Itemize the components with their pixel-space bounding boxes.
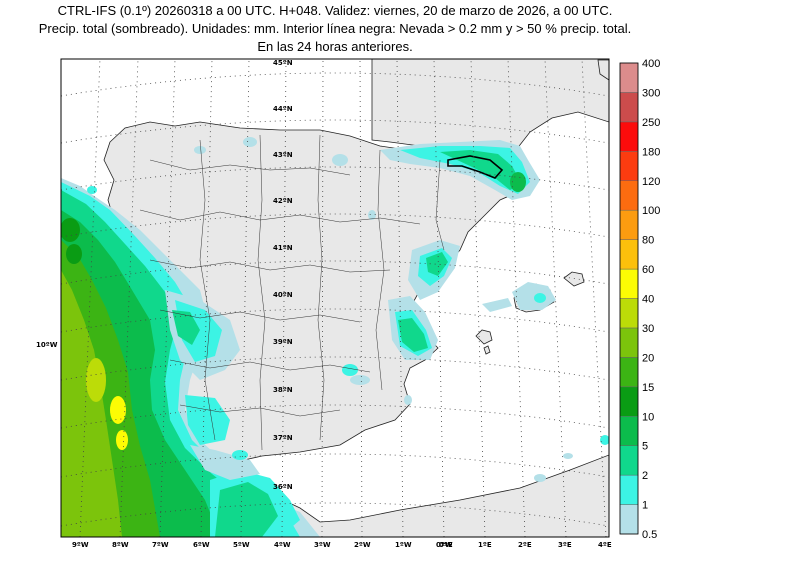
- lon-label: 9ºW: [72, 541, 89, 549]
- colorbar-segment: [619, 327, 639, 358]
- lon-label: 1ºW: [395, 541, 412, 549]
- colorbar-label: 300: [642, 87, 660, 99]
- colorbar-label: 30: [642, 323, 654, 335]
- colorbar-label: 20: [642, 352, 654, 364]
- colorbar-label: 40: [642, 294, 654, 306]
- colorbar-segment: [619, 298, 639, 329]
- colorbar-segment: [619, 239, 639, 270]
- lat-label: 38ºN: [273, 386, 293, 394]
- colorbar-label: 0.5: [642, 529, 657, 541]
- lat-label: 36ºN: [273, 483, 293, 491]
- lat-label: 42ºN: [273, 197, 293, 205]
- colorbar-label: 400: [642, 58, 660, 70]
- lat-label: 45ºN: [273, 59, 293, 67]
- colorbar-label: 100: [642, 205, 660, 217]
- lon-label: 7ºW: [152, 541, 169, 549]
- lat-label: 44ºN: [273, 105, 293, 113]
- colorbar-label: 2: [642, 470, 648, 482]
- lon-label: 6ºW: [193, 541, 210, 549]
- colorbar-segment: [619, 416, 639, 446]
- colorbar-segment: [619, 121, 639, 152]
- title-line-3: En las 24 horas anteriores.: [257, 39, 413, 54]
- lon-label: 1ºE: [478, 541, 492, 549]
- colorbar-segment: [619, 268, 639, 299]
- colorbar-label: 180: [642, 146, 660, 158]
- colorbar-segment: [619, 474, 639, 505]
- lon-label: 0ºW: [436, 541, 453, 549]
- longitude-labels: 9ºW 8ºW 7ºW 6ºW 5ºW 4ºW 3ºW 2ºW 1ºW 0ºW …: [72, 541, 612, 549]
- lon-label: 8ºW: [112, 541, 129, 549]
- colorbar-segment: [619, 386, 639, 417]
- colorbar-segment: [619, 209, 639, 240]
- colorbar-segment: [619, 357, 639, 388]
- lon-label: 2ºW: [354, 541, 371, 549]
- lat-label: 40ºN: [273, 291, 293, 299]
- lat-label: 37ºN: [273, 434, 293, 442]
- precip-shading: [61, 137, 609, 537]
- lon-label: 5ºW: [233, 541, 250, 549]
- lon-label: 4ºW: [274, 541, 291, 549]
- lon-label: 4ºE: [598, 541, 612, 549]
- lon-label: 2ºE: [518, 541, 532, 549]
- graticule: [61, 59, 609, 537]
- colorbar-segment: [619, 445, 639, 476]
- map-frame: [60, 58, 610, 538]
- colorbar-segment: [619, 151, 639, 181]
- colorbar-segment: [619, 92, 639, 123]
- lat-label: 41ºN: [273, 244, 293, 252]
- colorbar-label: 15: [642, 382, 654, 394]
- colorbar-segment: [619, 62, 639, 93]
- title-line-1: CTRL-IFS (0.1º) 20260318 a 00 UTC. H+048…: [57, 3, 613, 18]
- lon-label: 0ºE: [439, 541, 453, 549]
- colorbar-frame: [619, 62, 639, 535]
- colorbar-label: 10: [642, 411, 654, 423]
- lat-label: 43ºN: [273, 151, 293, 159]
- colorbar-label: 250: [642, 117, 660, 129]
- province-borders: [139, 134, 445, 451]
- colorbar-label: 80: [642, 235, 654, 247]
- side-lon-label: 10ºW: [36, 341, 58, 349]
- colorbar-label: 120: [642, 176, 660, 188]
- snow-outline: [447, 155, 504, 179]
- colorbar-label: 60: [642, 264, 654, 276]
- lon-label: 3ºE: [558, 541, 572, 549]
- colorbar-label: 5: [642, 441, 648, 453]
- lat-label: 39ºN: [273, 338, 293, 346]
- colorbar: 0.5 1 2 5 10 15 20 30 40 60 80 100 120 180 250 300 400: [619, 58, 660, 541]
- colorbar-segment: [619, 180, 639, 211]
- lon-label: 3ºW: [314, 541, 331, 549]
- title-line-2: Precip. total (sombreado). Unidades: mm.…: [38, 21, 632, 36]
- colorbar-label: 1: [642, 500, 648, 512]
- colorbar-segment: [619, 504, 639, 535]
- latitude-labels: 45ºN 44ºN 43ºN 42ºN 41ºN 40ºN 39ºN 38ºN …: [273, 59, 293, 491]
